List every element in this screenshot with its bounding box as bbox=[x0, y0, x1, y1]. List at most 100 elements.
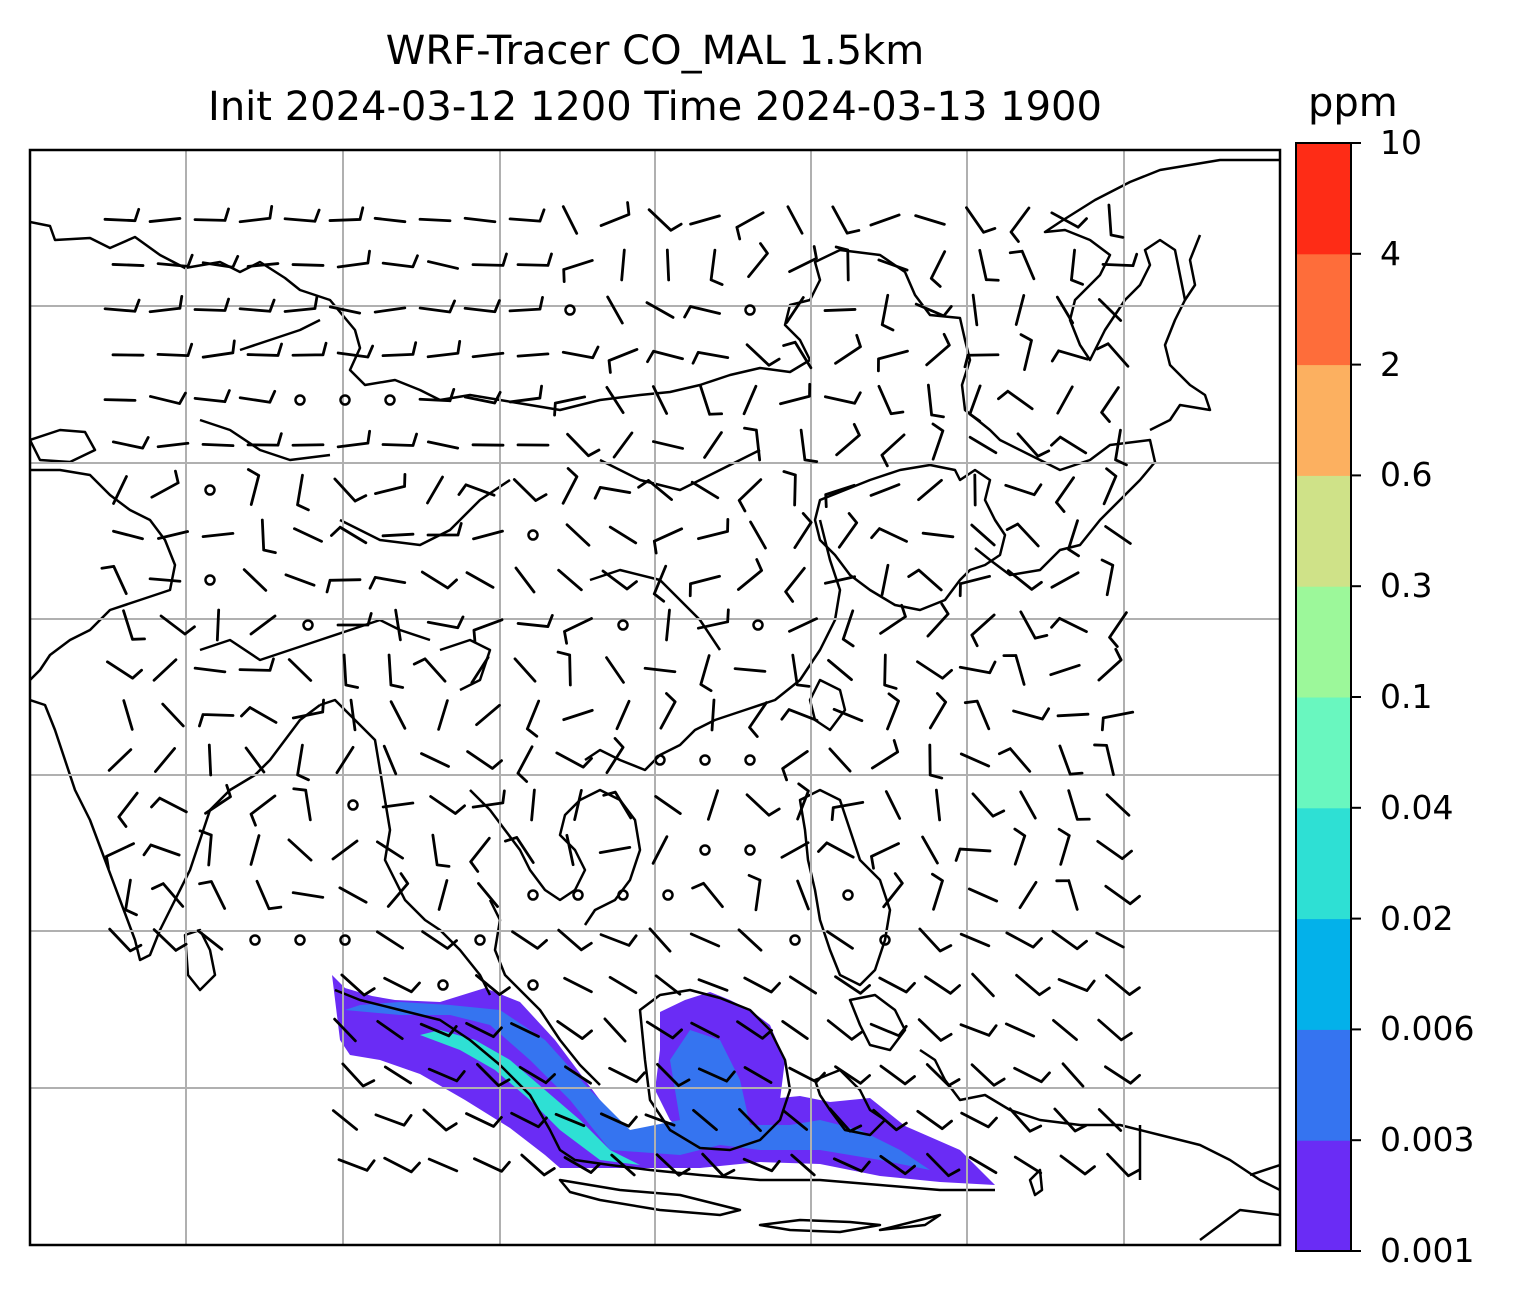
calm-wind-marker bbox=[204, 484, 216, 496]
wind-barb bbox=[929, 250, 947, 288]
wind-barb bbox=[193, 389, 231, 404]
wind-barb bbox=[925, 1063, 961, 1087]
wind-barb bbox=[556, 650, 572, 687]
wind-barb bbox=[193, 297, 230, 312]
wind-barb bbox=[832, 707, 864, 723]
wind-barb bbox=[562, 259, 594, 283]
wind-barb bbox=[1019, 790, 1037, 820]
wind-barb bbox=[928, 743, 944, 780]
colorbar-label: 0.001 bbox=[1380, 1231, 1475, 1270]
wind-barb bbox=[1057, 978, 1096, 992]
wind-barb bbox=[426, 522, 463, 537]
wind-barb bbox=[148, 295, 184, 314]
calm-wind-marker bbox=[339, 934, 351, 946]
wind-barb bbox=[978, 248, 1000, 282]
wind-barb bbox=[292, 787, 312, 822]
colorbar-label: 0.6 bbox=[1380, 455, 1433, 495]
wind-barb bbox=[149, 391, 187, 405]
wind-barb bbox=[565, 523, 591, 547]
wind-barb bbox=[877, 258, 909, 272]
wind-barb bbox=[518, 1065, 556, 1085]
wind-barb bbox=[142, 843, 181, 857]
wind-barb bbox=[963, 699, 991, 731]
wind-barb bbox=[831, 205, 861, 235]
wind-barb bbox=[790, 1153, 816, 1177]
wind-barb bbox=[747, 242, 769, 279]
wind-barb bbox=[1012, 707, 1051, 721]
calm-wind-marker bbox=[437, 979, 449, 991]
wind-barb bbox=[620, 248, 626, 282]
wind-barb bbox=[463, 390, 502, 405]
wind-barb bbox=[646, 349, 684, 364]
wind-barb bbox=[918, 927, 953, 953]
wind-barb bbox=[931, 422, 945, 461]
wind-barb bbox=[652, 527, 684, 555]
wind-barb bbox=[1019, 610, 1049, 640]
wind-barb bbox=[921, 531, 955, 539]
wind-barb bbox=[150, 882, 185, 908]
wind-barb bbox=[1114, 428, 1128, 467]
wind-barb bbox=[373, 216, 407, 224]
wind-barb bbox=[508, 384, 543, 404]
wind-barb bbox=[830, 800, 865, 822]
wind-barb bbox=[615, 699, 631, 731]
wind-barb bbox=[420, 752, 450, 768]
wind-barb bbox=[554, 1112, 586, 1128]
wind-barb bbox=[103, 398, 137, 402]
wind-barb bbox=[1052, 1018, 1078, 1042]
plume-medium-concentration bbox=[345, 1002, 930, 1170]
wind-barb bbox=[111, 436, 150, 450]
wind-barb bbox=[869, 1022, 908, 1038]
wind-barb bbox=[328, 206, 365, 222]
wind-barb bbox=[511, 930, 548, 950]
wind-barb bbox=[926, 383, 945, 419]
wind-barb bbox=[152, 928, 188, 952]
wind-barb bbox=[782, 340, 813, 370]
wind-barb bbox=[1055, 295, 1075, 325]
wind-barb bbox=[837, 512, 859, 549]
wind-barb bbox=[368, 575, 407, 590]
wind-barb bbox=[427, 1157, 459, 1173]
wind-barb bbox=[466, 750, 503, 770]
wind-barb bbox=[382, 744, 398, 776]
colorbar-label: 0.1 bbox=[1380, 677, 1433, 716]
wind-barb bbox=[1067, 789, 1091, 821]
wind-barb bbox=[201, 442, 235, 448]
wind-barb bbox=[150, 796, 188, 814]
wind-barb bbox=[665, 248, 671, 282]
wind-barb bbox=[338, 886, 368, 904]
wind-barb bbox=[557, 568, 583, 592]
wind-barb bbox=[788, 975, 818, 995]
wind-barb bbox=[997, 389, 1034, 411]
wind-barb bbox=[967, 887, 999, 903]
wind-barb bbox=[335, 745, 355, 775]
calm-wind-marker bbox=[744, 304, 756, 316]
wind-barb bbox=[1009, 206, 1031, 243]
wind-barb bbox=[246, 468, 261, 506]
wind-barb bbox=[340, 973, 376, 997]
wind-barb bbox=[788, 245, 818, 274]
wind-barb bbox=[477, 882, 499, 908]
wind-barb bbox=[473, 1157, 511, 1173]
wind-barb bbox=[1055, 879, 1079, 911]
wind-barb bbox=[375, 840, 405, 860]
wind-barb bbox=[249, 794, 277, 827]
wind-barb bbox=[516, 614, 554, 628]
wind-barb bbox=[958, 660, 997, 675]
wind-barb bbox=[817, 841, 855, 859]
wind-barb bbox=[970, 523, 996, 547]
wind-barb bbox=[960, 1111, 998, 1129]
wind-barb bbox=[1104, 1065, 1141, 1085]
wind-barb bbox=[296, 473, 310, 512]
calm-wind-marker bbox=[744, 754, 756, 766]
wind-barb bbox=[561, 205, 579, 235]
wind-barb bbox=[525, 699, 541, 738]
wind-barb bbox=[870, 527, 908, 543]
wind-barb bbox=[331, 1109, 359, 1131]
wind-barb bbox=[779, 382, 812, 406]
wind-barb bbox=[654, 974, 682, 996]
wind-barb bbox=[652, 440, 684, 450]
wind-barb bbox=[737, 478, 763, 513]
wind-barb bbox=[111, 263, 145, 267]
wind-barb bbox=[914, 302, 953, 318]
